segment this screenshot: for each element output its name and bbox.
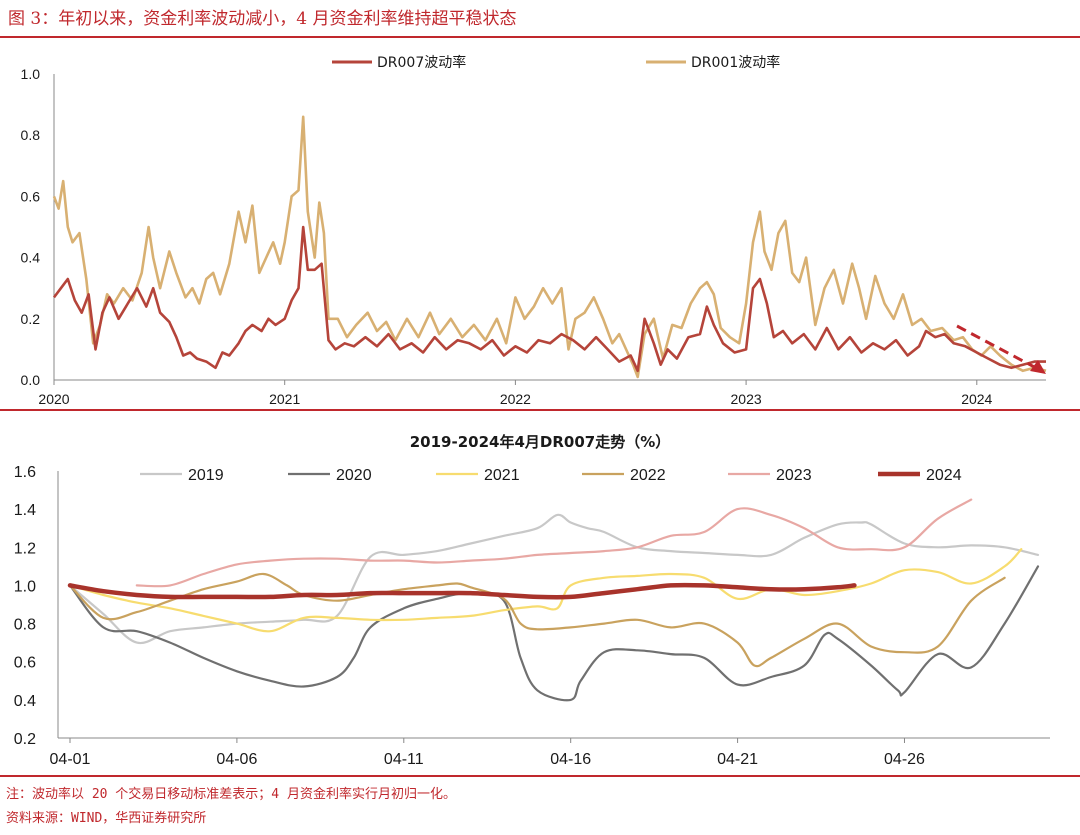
volatility-chart: DR007波动率 DR001波动率 0.0 0.2 0.4 0.6 0.8 1.0 2020… [21, 54, 1047, 407]
chart2-x-tick: 04-26 [884, 751, 925, 768]
legend-label-2022: 2022 [630, 467, 666, 484]
legend-label-dr007: DR007波动率 [377, 54, 466, 71]
figure-title: 图 3：年初以来，资金利率波动减小，4 月资金利率维持超平稳状态 [8, 9, 517, 29]
chart2-y-tick: 1.4 [14, 502, 36, 519]
chart2-y-tick: 0.2 [14, 731, 36, 748]
legend-label-2024: 2024 [926, 467, 962, 484]
chart1-y-tick: 0.8 [21, 127, 41, 143]
series-line-dr007 [52, 225, 1046, 373]
trend-arrow-head [1030, 360, 1046, 374]
trend-arrow [956, 324, 1046, 374]
chart1-y-tick: 1.0 [21, 66, 41, 82]
chart1-y-tick: 0.4 [21, 250, 41, 266]
chart2-y-tick: 1.0 [14, 578, 36, 595]
chart1-y-tick: 0.2 [21, 311, 41, 327]
chart2-x-tick: 04-16 [550, 751, 591, 768]
chart2-y-tick: 1.2 [14, 540, 36, 557]
chart2-y-tick: 0.6 [14, 655, 36, 672]
chart2-y-tick: 1.6 [14, 464, 36, 481]
chart1-y-tick: 0.6 [21, 188, 41, 204]
chart2-x-tick: 04-11 [384, 751, 424, 768]
chart2-y-tick: 0.8 [14, 617, 36, 634]
dr007-april-chart: 2019-2024年4月DR007走势（%） 2019 2020 2021 2022 2… [14, 433, 1050, 768]
chart1-legend: DR007波动率 DR001波动率 [332, 54, 780, 71]
series-line-2021 [68, 548, 1023, 633]
series-line-2023 [135, 498, 973, 588]
chart2-x-tick: 04-21 [717, 751, 758, 768]
chart2-x-tick: 04-01 [50, 751, 91, 768]
chart2-title: 2019-2024年4月DR007走势（%） [410, 433, 671, 451]
series-line-2024 [67, 582, 857, 600]
series-line-dr001 [52, 115, 1047, 379]
chart1-x-tick: 2023 [731, 391, 762, 407]
series-line-2019 [68, 513, 1040, 645]
legend-label-2023: 2023 [776, 467, 812, 484]
footer-rule [0, 775, 1080, 777]
series-line-2020 [68, 565, 1040, 702]
chart1-x-tick: 2020 [38, 391, 69, 407]
series-line-2022 [68, 572, 1006, 668]
legend-label-2019: 2019 [188, 467, 224, 484]
chart1-x-tick: 2021 [269, 391, 300, 407]
chart2-y-tick: 0.4 [14, 693, 36, 710]
chart1-x-tick: 2024 [961, 391, 992, 407]
figure-note: 注：波动率以 20 个交易日移动标准差表示；4 月资金利率实行月初归一化。 [6, 787, 456, 802]
chart2-x-tick: 04-06 [216, 751, 257, 768]
title-rule [0, 36, 1080, 38]
legend-label-dr001: DR001波动率 [691, 54, 780, 71]
legend-label-2020: 2020 [336, 467, 372, 484]
middle-rule [0, 409, 1080, 411]
chart1-y-tick: 0.0 [21, 372, 41, 388]
chart2-legend: 2019 2020 2021 2022 2023 2024 [140, 467, 962, 484]
legend-label-2021: 2021 [484, 467, 520, 484]
chart1-x-tick: 2022 [500, 391, 531, 407]
figure-source: 资料来源：WIND，华西证券研究所 [6, 811, 207, 826]
